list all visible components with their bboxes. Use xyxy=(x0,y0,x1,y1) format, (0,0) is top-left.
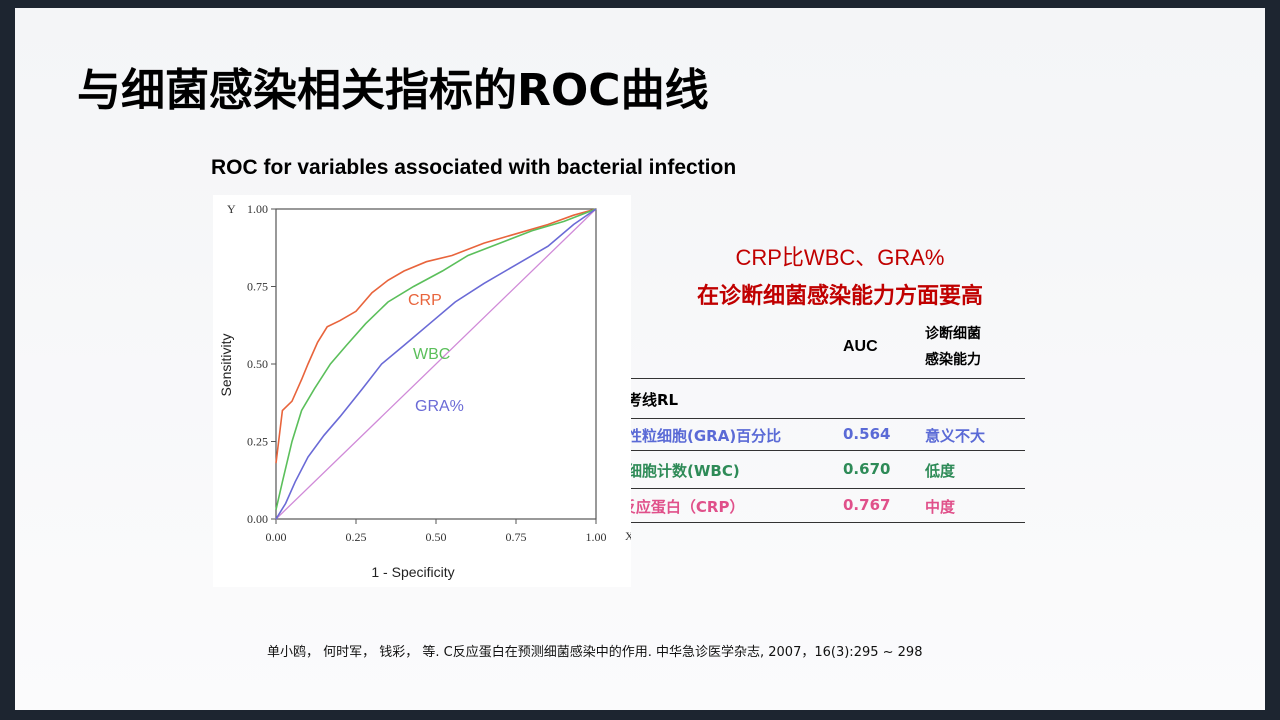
chart: 1 - Specificity Sensitivity X Y 0.00 0.25… xyxy=(213,195,631,587)
table-rule xyxy=(601,522,1025,523)
table-header: 诊断细菌 xyxy=(925,326,981,342)
y-tick-label: 0.75 xyxy=(247,280,268,294)
chart-title: ROC for variables associated with bacter… xyxy=(211,156,737,179)
table-cell: 0.564 xyxy=(843,425,891,443)
y-axis-letter: Y xyxy=(227,202,236,216)
roc-line xyxy=(275,208,597,464)
slide: 与细菌感染相关指标的ROC曲线 ROC for variables associ… xyxy=(15,8,1265,710)
table-cell: 0.670 xyxy=(843,460,891,478)
table-cell: 意义不大 xyxy=(925,427,986,445)
table-rule xyxy=(601,378,1025,379)
table-rule xyxy=(601,488,1025,489)
x-tick-label: 1.00 xyxy=(586,530,607,544)
x-tick-label: 0.00 xyxy=(266,530,287,544)
y-tick-label: 0.25 xyxy=(247,435,268,449)
roc-line xyxy=(275,208,597,510)
table-cell: 白细胞计数(WBC) xyxy=(612,462,740,480)
table-cell: 低度 xyxy=(925,462,956,480)
roc-line xyxy=(275,208,597,520)
y-axis-label: Sensitivity xyxy=(218,333,234,396)
reference-line xyxy=(275,208,597,520)
x-tick-label: 0.75 xyxy=(506,530,527,544)
slide-title: 与细菌感染相关指标的ROC曲线 xyxy=(77,65,709,116)
x-axis-label: 1 - Specificity xyxy=(371,564,454,580)
table-cell: 中性粒细胞(GRA)百分比 xyxy=(612,427,782,445)
citation: 单小鸥， 何时军， 钱彩， 等. C反应蛋白在预测细菌感染中的作用. 中华急诊医… xyxy=(267,645,923,660)
table-header: AUC xyxy=(843,338,878,355)
y-tick-label: 0.50 xyxy=(247,357,268,371)
x-axis-letter: X xyxy=(625,529,631,543)
table-cell: 0.767 xyxy=(843,496,891,514)
y-tick-label: 1.00 xyxy=(247,202,268,216)
annotation: 在诊断细菌感染能力方面要高 xyxy=(696,284,983,309)
table-rule xyxy=(601,450,1025,451)
y-tick-label: 0.00 xyxy=(247,512,268,526)
table-cell: c反应蛋白（CRP） xyxy=(612,498,745,516)
annotation: CRP比WBC、GRA% xyxy=(735,245,945,270)
table-header: 感染能力 xyxy=(925,352,981,368)
series-label: WBC xyxy=(413,346,450,363)
series-label: CRP xyxy=(408,292,442,309)
x-tick-label: 0.50 xyxy=(426,530,447,544)
table-cell: 中度 xyxy=(925,498,956,516)
table-rule xyxy=(601,418,1025,419)
x-tick-label: 0.25 xyxy=(346,530,367,544)
series-label: GRA% xyxy=(415,398,464,415)
